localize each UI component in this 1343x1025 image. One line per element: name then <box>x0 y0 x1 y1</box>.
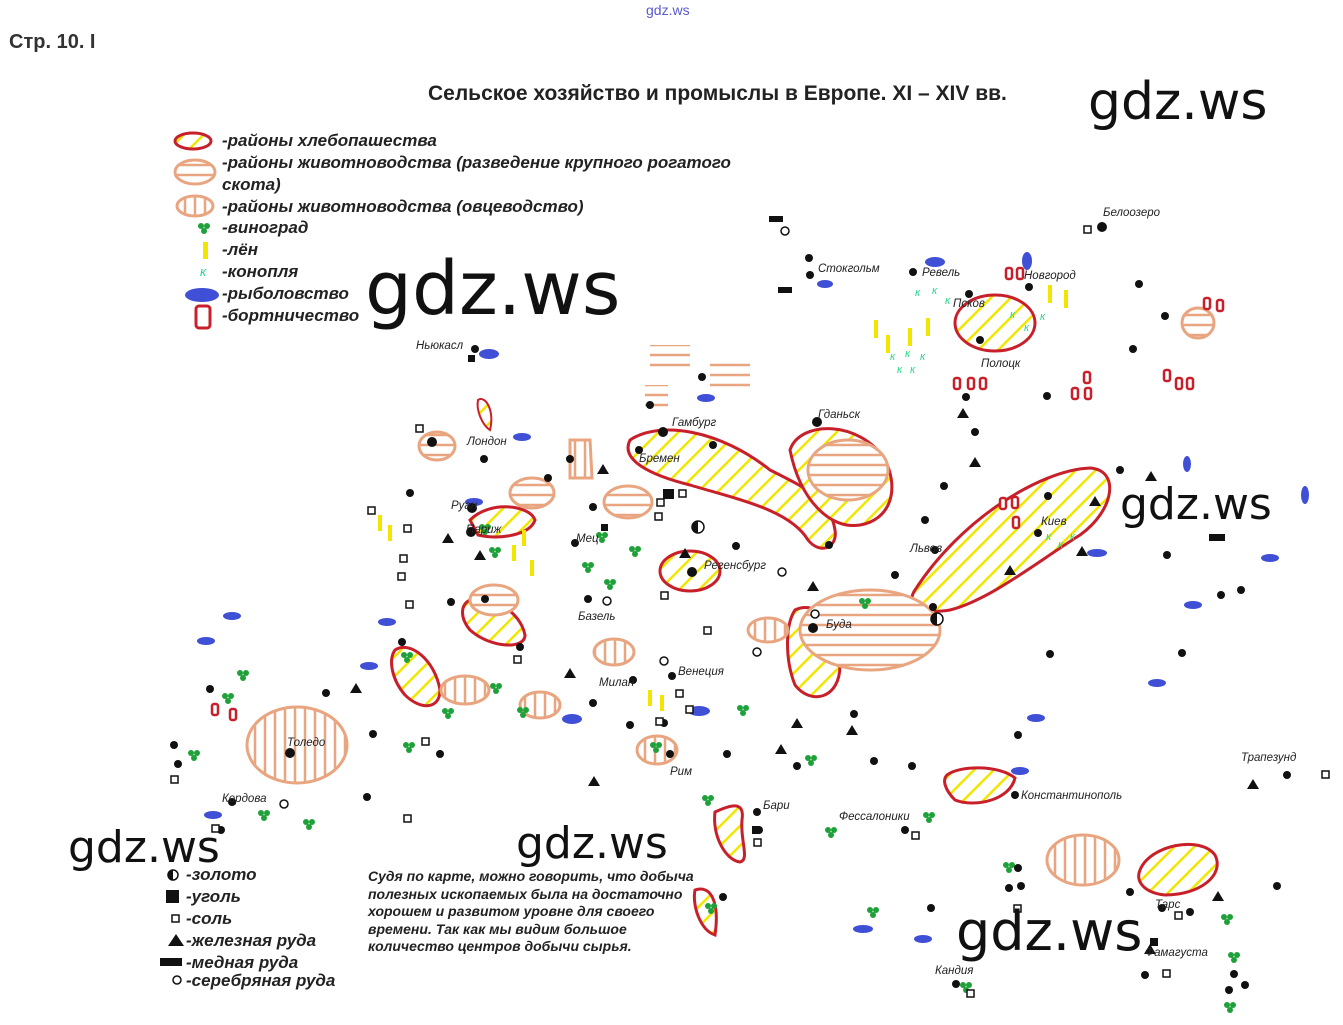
city-label: Ревель <box>922 267 961 279</box>
watermark: gdz.ws <box>365 246 621 332</box>
watermark: gdz.ws <box>956 900 1143 963</box>
city-label: Константинополь <box>1021 790 1123 802</box>
svg-text:к: к <box>932 285 938 297</box>
city-label: Мец <box>576 533 599 545</box>
map-note: Судя по карте, можно говорить, что добыч… <box>368 868 694 954</box>
legend-salt: -соль <box>186 909 233 928</box>
flax-marks <box>378 285 1068 711</box>
fishing-marks <box>197 252 1309 943</box>
grape-icon <box>198 223 210 234</box>
legend-gold: -золото <box>186 865 257 884</box>
city-label: Фессалоники <box>839 811 910 823</box>
city-label: Руан <box>451 500 478 512</box>
salt-legend-icon <box>171 914 180 923</box>
city-label: Базель <box>578 611 616 623</box>
top-watermark: gdz.ws <box>646 2 690 18</box>
svg-text:к: к <box>1070 531 1076 543</box>
svg-text:к: к <box>915 287 921 299</box>
sheep-region-icon <box>175 194 215 218</box>
legend-iron: -железная руда <box>186 931 317 950</box>
city-label: Кандия <box>935 965 974 977</box>
svg-text:к: к <box>920 351 926 363</box>
city-label: Толедо <box>287 737 326 749</box>
flax-icon <box>203 242 208 259</box>
legend-hemp: -конопля <box>222 262 299 281</box>
city-label: Бари <box>763 800 790 812</box>
gold-marks <box>167 520 944 881</box>
svg-text:к: к <box>897 364 903 376</box>
salt-marks <box>170 225 1330 998</box>
city-label: Новгород <box>1024 270 1076 282</box>
city-label: Бремен <box>639 453 680 465</box>
iron-ore-marks <box>350 408 1259 954</box>
legend-beekeeping: -бортничество <box>222 306 360 325</box>
legend-cattle-cont: скота) <box>222 175 281 194</box>
watermark: gdz.ws <box>516 818 668 869</box>
beekeeping-icon <box>194 304 212 330</box>
legend-cattle: -районы животноводства (разведение крупн… <box>222 153 731 172</box>
svg-text:к: к <box>1040 311 1046 323</box>
cattle-region-icon <box>173 158 217 186</box>
coal-copper-marks <box>468 216 1225 946</box>
svg-text:к: к <box>1046 531 1052 543</box>
svg-text:к: к <box>1010 309 1016 321</box>
city-label: Гданьск <box>818 409 861 421</box>
legend-sheep: -районы животноводства (овцеводство) <box>222 197 584 216</box>
legend-copper: -медная руда <box>186 953 299 972</box>
city-label: Гамбург <box>672 417 717 429</box>
silver-ore-marks <box>172 226 820 985</box>
livestock-regions <box>245 306 1216 887</box>
watermark: gdz.ws <box>68 822 220 873</box>
legend-grain: -районы хлебопашества <box>222 131 437 150</box>
city-label: Полоцк <box>981 358 1021 370</box>
svg-text:к: к <box>1024 322 1030 334</box>
svg-text:к: к <box>890 351 896 363</box>
city-label: Ньюкасл <box>416 340 464 352</box>
watermark: gdz.ws <box>1088 72 1268 132</box>
city-label: Милан <box>599 677 635 689</box>
svg-text:к: к <box>905 348 911 360</box>
city-label: Фамагуста <box>1145 947 1208 959</box>
city-label: Львов <box>910 543 943 555</box>
city-label: Венеция <box>678 666 724 678</box>
grain-region-icon <box>173 131 213 151</box>
copper-legend-icon <box>160 958 182 966</box>
fishing-icon <box>185 288 219 302</box>
city-dots <box>170 222 1291 994</box>
city-label: Кордова <box>222 793 267 805</box>
city-label: Стокгольм <box>818 263 880 275</box>
hemp-icon: к <box>200 264 207 279</box>
svg-text:к: к <box>910 364 916 376</box>
city-label: Лондон <box>467 436 507 448</box>
legend-flax: -лён <box>222 240 258 259</box>
watermark: gdz.ws <box>1120 479 1272 530</box>
grape-marks <box>188 524 1240 1013</box>
city-label: Киев <box>1041 516 1067 528</box>
svg-text:к: к <box>945 295 951 307</box>
coal-legend-icon <box>166 890 179 903</box>
legend-fishing: -рыболовство <box>222 284 349 303</box>
city-label: Париж <box>466 524 502 536</box>
city-label: Регенсбург <box>704 560 766 572</box>
city-label: Рим <box>670 766 692 778</box>
city-label: Тарс <box>1155 899 1181 911</box>
city-label: Белоозеро <box>1103 207 1161 219</box>
map-title: Сельское хозяйство и промыслы в Европе. … <box>428 82 1007 105</box>
page-reference: Стр. 10. I <box>9 31 96 53</box>
legend-silver: -серебряная руда <box>186 971 336 990</box>
legend-grape: -виноград <box>222 218 309 237</box>
city-label: Псков <box>953 298 985 310</box>
iron-legend-icon <box>168 934 184 946</box>
beekeeping-marks <box>210 266 1225 722</box>
city-label: Буда <box>826 619 852 631</box>
legend-coal: -уголь <box>186 887 241 906</box>
city-label: Трапезунд <box>1241 752 1297 764</box>
svg-text:к: к <box>1058 539 1064 551</box>
